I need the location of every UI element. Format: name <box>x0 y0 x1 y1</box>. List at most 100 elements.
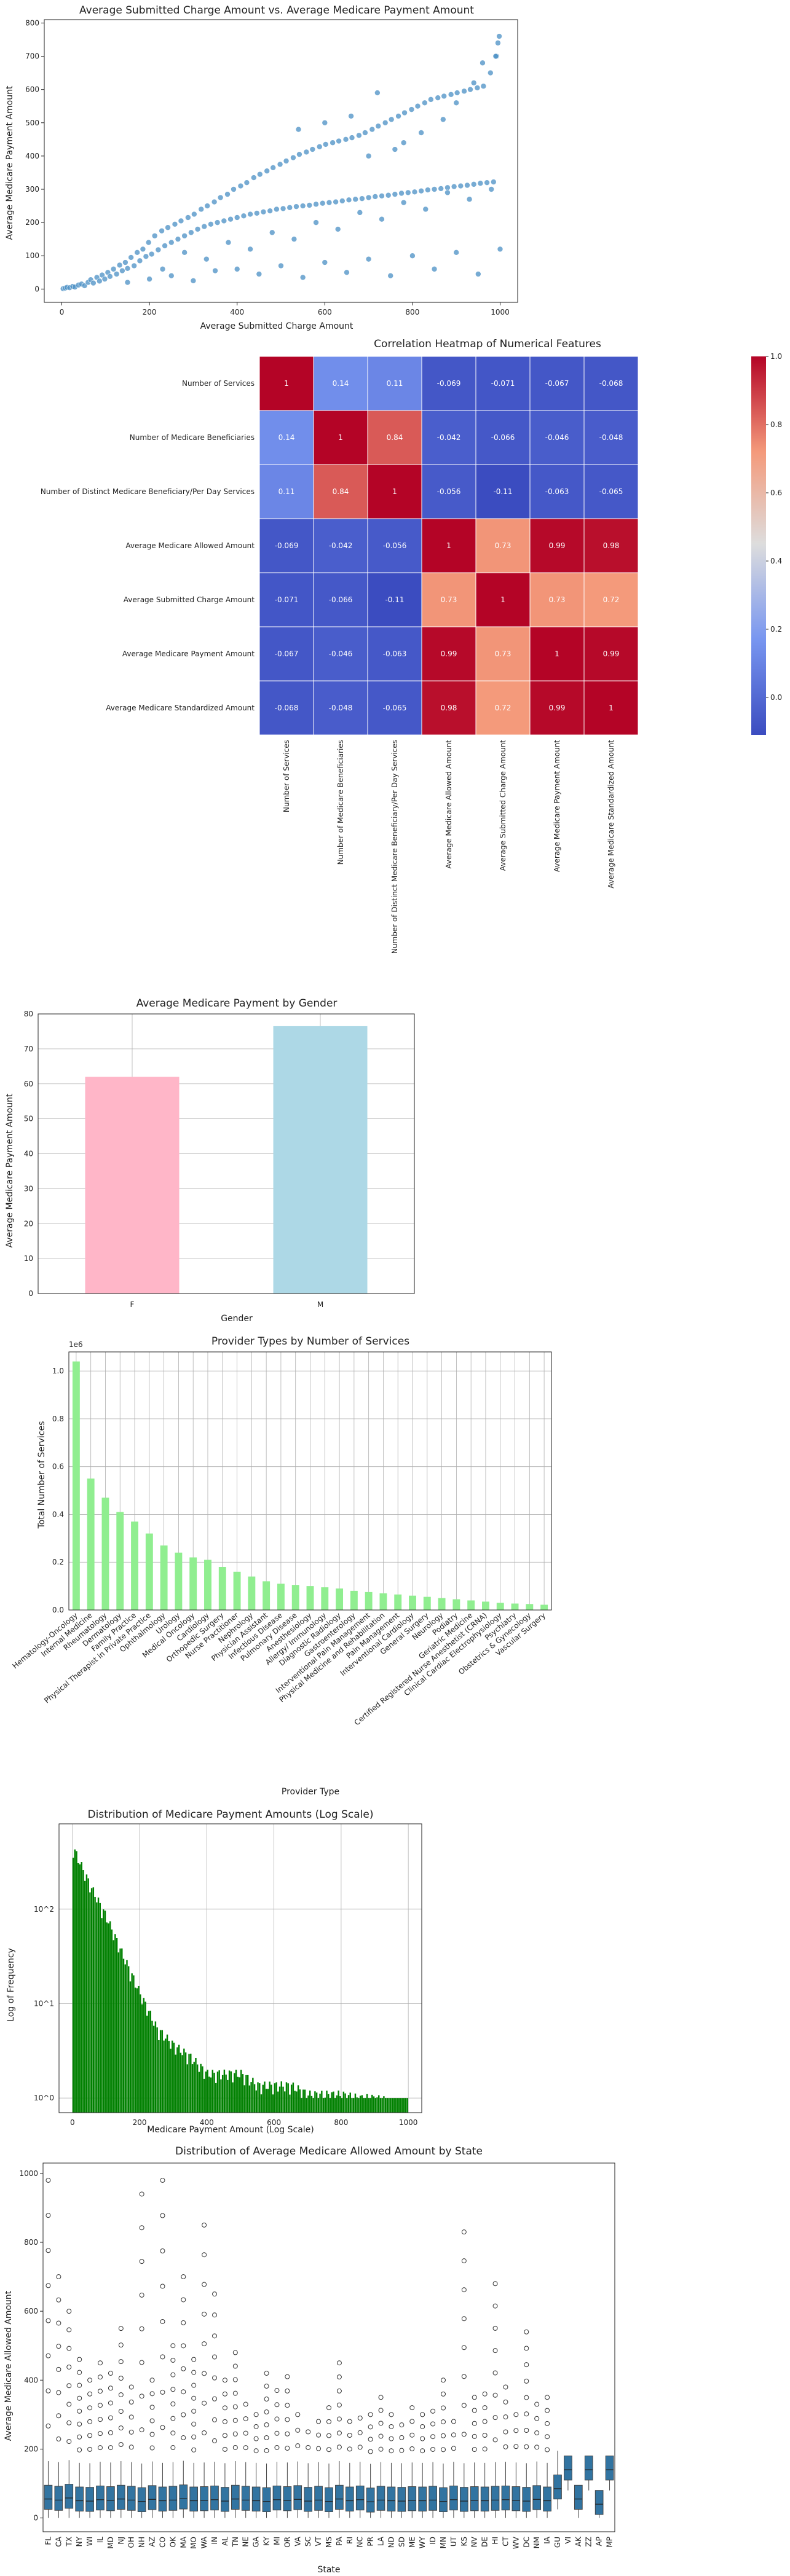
outlier-point <box>503 2399 508 2405</box>
bar <box>336 1588 344 1610</box>
outlier-point <box>409 2446 415 2451</box>
histogram-bin <box>369 2098 371 2113</box>
scatter-point <box>387 272 394 279</box>
outlier-point <box>222 2419 227 2424</box>
outlier-point <box>264 2384 269 2389</box>
x-tick-label: NH <box>138 2537 146 2548</box>
y-tick-label: 400 <box>25 152 39 160</box>
heatmap-cell <box>421 572 476 627</box>
outlier-point <box>66 2383 72 2389</box>
outlier-point <box>77 2370 82 2375</box>
outlier-point <box>326 2433 331 2438</box>
scatter-point <box>492 53 499 60</box>
scatter-point <box>188 229 194 236</box>
histogram-bin <box>159 2030 162 2113</box>
scatter-point <box>212 267 218 274</box>
y-tick-label: 20 <box>24 1219 33 1228</box>
scatter-point <box>330 139 336 146</box>
y-tick-label: 800 <box>24 2238 38 2247</box>
heatmap-cell <box>421 464 476 519</box>
heatmap-cell <box>475 572 531 627</box>
scatter-point <box>101 276 108 282</box>
histogram-bin <box>178 2044 180 2113</box>
outlier-point <box>181 2343 186 2349</box>
x-tick-label: ME <box>408 2537 416 2548</box>
outlier-point <box>472 2447 477 2452</box>
histogram-bin <box>154 2021 157 2113</box>
scatter-point <box>488 186 495 192</box>
histogram-bin <box>314 2091 316 2113</box>
heatmap-cell <box>421 680 476 736</box>
scatter-point <box>379 193 385 199</box>
bar <box>189 1557 197 1610</box>
histogram-bin <box>148 2011 150 2113</box>
histogram-bin <box>76 1851 77 2113</box>
box <box>221 2487 229 2512</box>
x-tick-label: ID <box>429 2537 437 2545</box>
box <box>574 2484 583 2510</box>
bar <box>291 1585 299 1610</box>
histogram-bin <box>365 2098 366 2113</box>
outlier-point <box>357 2415 363 2421</box>
bar <box>306 1586 314 1610</box>
histogram-bin <box>324 2097 326 2113</box>
outlier-point <box>461 2345 467 2350</box>
outlier-point <box>66 2327 72 2333</box>
histogram-bin <box>144 2001 146 2113</box>
y-tick-label: 0.6 <box>52 1463 64 1471</box>
histogram-bin <box>405 2098 407 2113</box>
outlier-point <box>472 2395 477 2400</box>
scatter-point <box>326 199 333 206</box>
scatter-point <box>438 186 444 192</box>
heatmap-cell <box>475 626 531 681</box>
histogram-bin <box>373 2096 375 2113</box>
outlier-point <box>441 2419 446 2425</box>
scatter-point <box>264 168 270 175</box>
outlier-point <box>66 2309 72 2314</box>
histogram-bin <box>240 2070 242 2113</box>
heatmap-cell <box>583 680 639 736</box>
outlier-point <box>108 2386 113 2391</box>
x-tick-label: NV <box>470 2536 479 2547</box>
scatter-point <box>480 83 487 90</box>
scatter-point <box>119 267 125 274</box>
histogram-bin <box>235 2070 237 2113</box>
heatmap-cell <box>583 626 639 681</box>
y-tick-label: 10^1 <box>34 1999 54 2008</box>
histogram-bin <box>252 2078 254 2113</box>
histogram-bin <box>310 2095 313 2113</box>
histogram-bin <box>271 2084 272 2113</box>
outlier-point <box>202 2311 207 2317</box>
scatter-point <box>128 254 134 261</box>
outlier-point <box>108 2400 113 2406</box>
heatmap-cell <box>259 626 314 681</box>
histogram-bin <box>116 1938 118 2113</box>
scatter-point <box>256 171 263 178</box>
histogram-bin <box>126 1960 128 2113</box>
box <box>532 2485 542 2510</box>
outlier-point <box>170 2401 176 2406</box>
box <box>480 2486 489 2511</box>
histogram-bin <box>243 2085 245 2113</box>
y-tick-label: 800 <box>25 18 39 27</box>
histogram-bin <box>181 2055 183 2113</box>
histogram-bin <box>354 2093 357 2113</box>
outlier-point <box>56 2297 61 2303</box>
histogram-bin <box>158 2040 160 2113</box>
outlier-point <box>87 2419 93 2424</box>
outlier-point <box>191 2447 197 2452</box>
heatmap-value: -0.068 <box>275 704 299 712</box>
histogram-bin <box>386 2098 389 2113</box>
outlier-point <box>222 2433 227 2438</box>
scatter-point <box>250 175 257 181</box>
scatter-point <box>348 113 354 119</box>
histogram-bin <box>152 2025 155 2113</box>
outlier-point <box>139 2191 144 2197</box>
outlier-point <box>336 2360 342 2366</box>
histogram-bin <box>133 1975 135 2113</box>
outlier-point <box>274 2444 280 2450</box>
bar <box>350 1590 358 1610</box>
histogram-bin <box>262 2084 264 2113</box>
heatmap-cell <box>529 356 585 411</box>
bar <box>131 1522 138 1610</box>
